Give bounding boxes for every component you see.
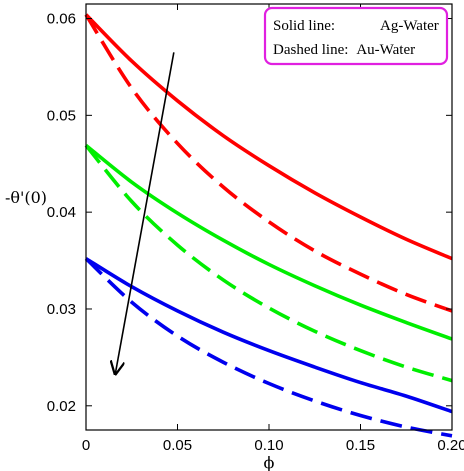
trend-arrow (115, 52, 175, 373)
x-tick-label: 0.05 (163, 437, 192, 454)
legend-entry-solid: Solid line: Ag-Water (273, 18, 439, 34)
series-line-blue-dashed (84, 257, 453, 438)
legend-entry-dashed-prefix: Dashed line: (273, 42, 348, 58)
series-layer (84, 13, 453, 438)
series-line-red-dashed (84, 13, 453, 313)
x-axis-label: ϕ (264, 453, 275, 471)
legend-entry-dashed: Dashed line: Au-Water (273, 42, 415, 58)
legend-entry-solid-prefix: Solid line: (273, 18, 335, 34)
series-line-blue-solid (85, 257, 453, 414)
y-tick-label: 0.06 (47, 11, 76, 28)
y-axis-label: -θ'(0) (5, 188, 47, 207)
series-line-red-solid (84, 13, 453, 261)
series-line-green-dashed (84, 144, 453, 383)
x-tick-label: 0.10 (254, 437, 283, 454)
y-tick-label: 0.03 (47, 301, 76, 318)
series-line-green-solid (84, 143, 453, 341)
tick-layer: 0 0.05 0.10 0.15 0.20 0.02 0.03 0.04 0.05 0.06 (47, 4, 464, 454)
legend-entry-dashed-value: Au-Water (356, 42, 415, 58)
y-tick-label: 0.02 (47, 398, 76, 415)
legend-box (263, 6, 449, 66)
x-tick-label: 0.15 (346, 437, 375, 454)
x-tick-label: 0.20 (437, 437, 464, 454)
arrow-layer (115, 52, 175, 373)
legend: Solid line: Ag-Water Dashed line: Au-Wat… (263, 6, 449, 66)
x-tick-label: 0 (82, 437, 90, 454)
y-tick-label: 0.05 (47, 107, 76, 124)
legend-entry-solid-value: Ag-Water (380, 18, 439, 34)
y-tick-label: 0.04 (47, 204, 76, 221)
